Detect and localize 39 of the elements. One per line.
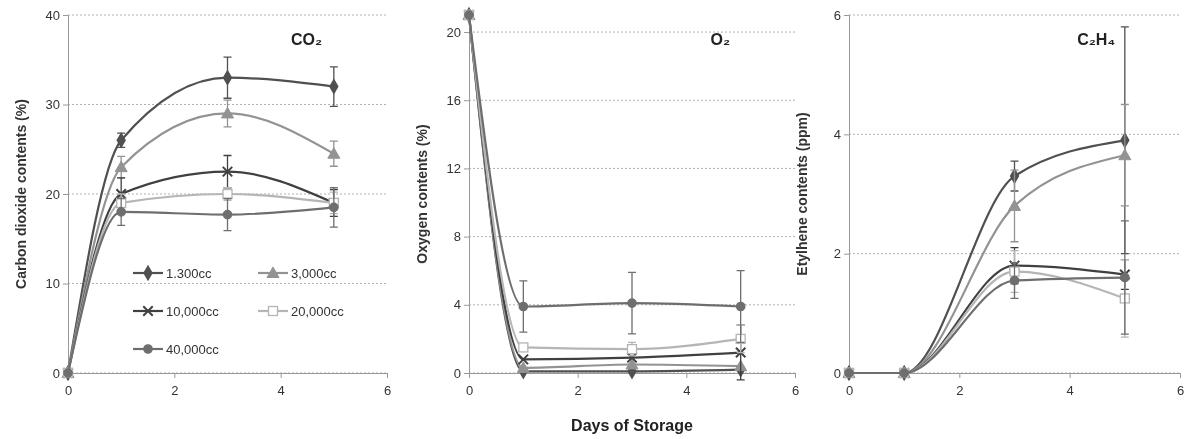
legend-label: 40,000cc	[166, 342, 220, 357]
x-tick-label: 4	[683, 383, 691, 399]
text: O₂	[710, 31, 730, 48]
legend-label: 10,000cc	[166, 304, 220, 319]
x-tick-label: 4	[1066, 383, 1074, 399]
y-tick-label: 0	[52, 365, 60, 381]
x-axis-title: Days of Storage	[571, 417, 694, 434]
y-tick-label: 12	[446, 161, 461, 177]
y-axis-title: Carbon dioxide contents (%)	[13, 99, 29, 289]
y-tick-label: 16	[446, 92, 461, 108]
y-tick-label: 20	[446, 24, 461, 40]
x-tick-label: 0	[64, 383, 73, 399]
x-tick-label: 0	[845, 383, 854, 399]
y-tick-label: 4	[833, 126, 841, 142]
legend-label: 20,000cc	[291, 304, 345, 319]
y-tick-label: 6	[833, 7, 841, 23]
y-tick-label: 30	[45, 97, 60, 113]
y-tick-label: 0	[833, 365, 841, 381]
x-tick-label: 6	[1176, 383, 1185, 399]
x-tick-label: 0	[465, 383, 474, 399]
y-tick-label: 20	[45, 186, 60, 202]
y-tick-label: 40	[45, 7, 60, 23]
legend-label: 3,000cc	[291, 266, 338, 281]
y-tick-label: 0	[453, 365, 461, 381]
x-tick-label: 4	[277, 383, 285, 399]
y-tick-label: 2	[833, 246, 841, 262]
x-tick-label: 6	[791, 383, 800, 399]
legend-label: 1.300cc	[166, 266, 213, 281]
y-axis-title: Etylhene contents (ppm)	[794, 112, 810, 276]
x-tick-label: 2	[171, 383, 179, 399]
text: CO₂	[290, 31, 322, 48]
x-tick-label: 6	[383, 383, 392, 399]
text: C₂H₄	[1077, 31, 1115, 48]
x-tick-label: 2	[956, 383, 964, 399]
y-tick-label: 4	[453, 297, 461, 313]
x-tick-label: 2	[574, 383, 582, 399]
y-tick-label: 10	[45, 276, 60, 292]
y-axis-title: Oxygen contents (%)	[414, 124, 430, 264]
y-tick-label: 8	[453, 229, 461, 245]
